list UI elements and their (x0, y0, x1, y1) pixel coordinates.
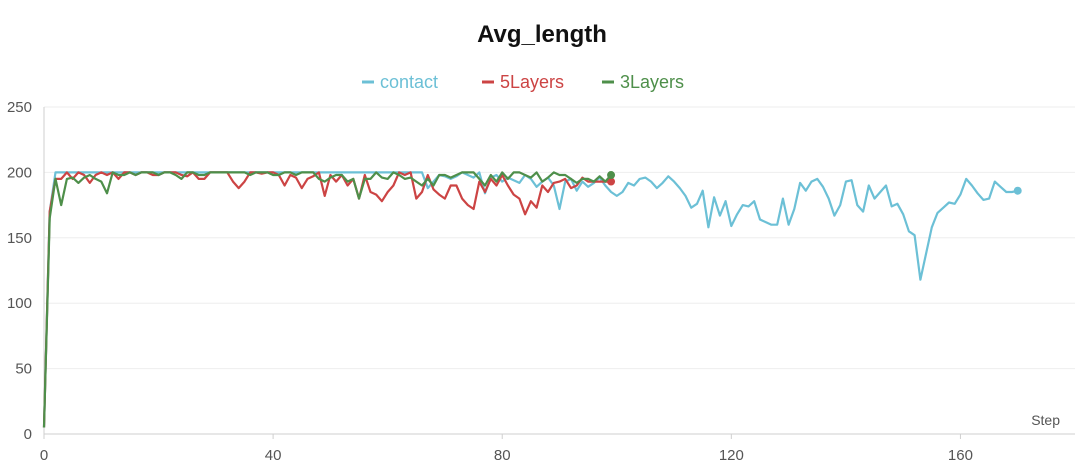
y-tick-label: 0 (24, 426, 32, 443)
series-lines (42, 171, 1022, 428)
gridlines (44, 106, 1075, 370)
legend-item[interactable]: contact (362, 72, 438, 92)
x-tick-label: 80 (494, 447, 511, 464)
x-tick-label: 160 (948, 447, 973, 464)
series-line-contact (42, 171, 1018, 428)
legend-label: 3Layers (620, 72, 684, 92)
series-line-3layers (42, 171, 612, 428)
series-end-point (1013, 186, 1022, 195)
x-tick-label: 0 (40, 447, 48, 464)
x-tick-labels: 0 40 80 120 160 (40, 434, 973, 464)
x-tick-label: 40 (265, 447, 282, 464)
legend: contact 5Layers 3Layers (362, 72, 684, 92)
y-tick-labels: 0 50 100 150 200 250 (7, 99, 32, 443)
x-tick-label: 120 (719, 447, 744, 464)
series-end-point (607, 171, 616, 180)
axes (43, 107, 1075, 435)
legend-item[interactable]: 3Layers (602, 72, 684, 92)
x-axis-label: Step (1031, 412, 1060, 428)
y-tick-label: 250 (7, 99, 32, 116)
chart-title: Avg_length (477, 21, 607, 48)
legend-item[interactable]: 5Layers (482, 72, 564, 92)
legend-label: contact (380, 72, 438, 92)
y-tick-label: 150 (7, 230, 32, 247)
series-line-5layers (42, 171, 612, 428)
y-tick-label: 50 (15, 361, 32, 378)
y-tick-label: 200 (7, 164, 32, 181)
series-end-point (607, 177, 616, 186)
y-tick-label: 100 (7, 295, 32, 312)
legend-label: 5Layers (500, 72, 564, 92)
